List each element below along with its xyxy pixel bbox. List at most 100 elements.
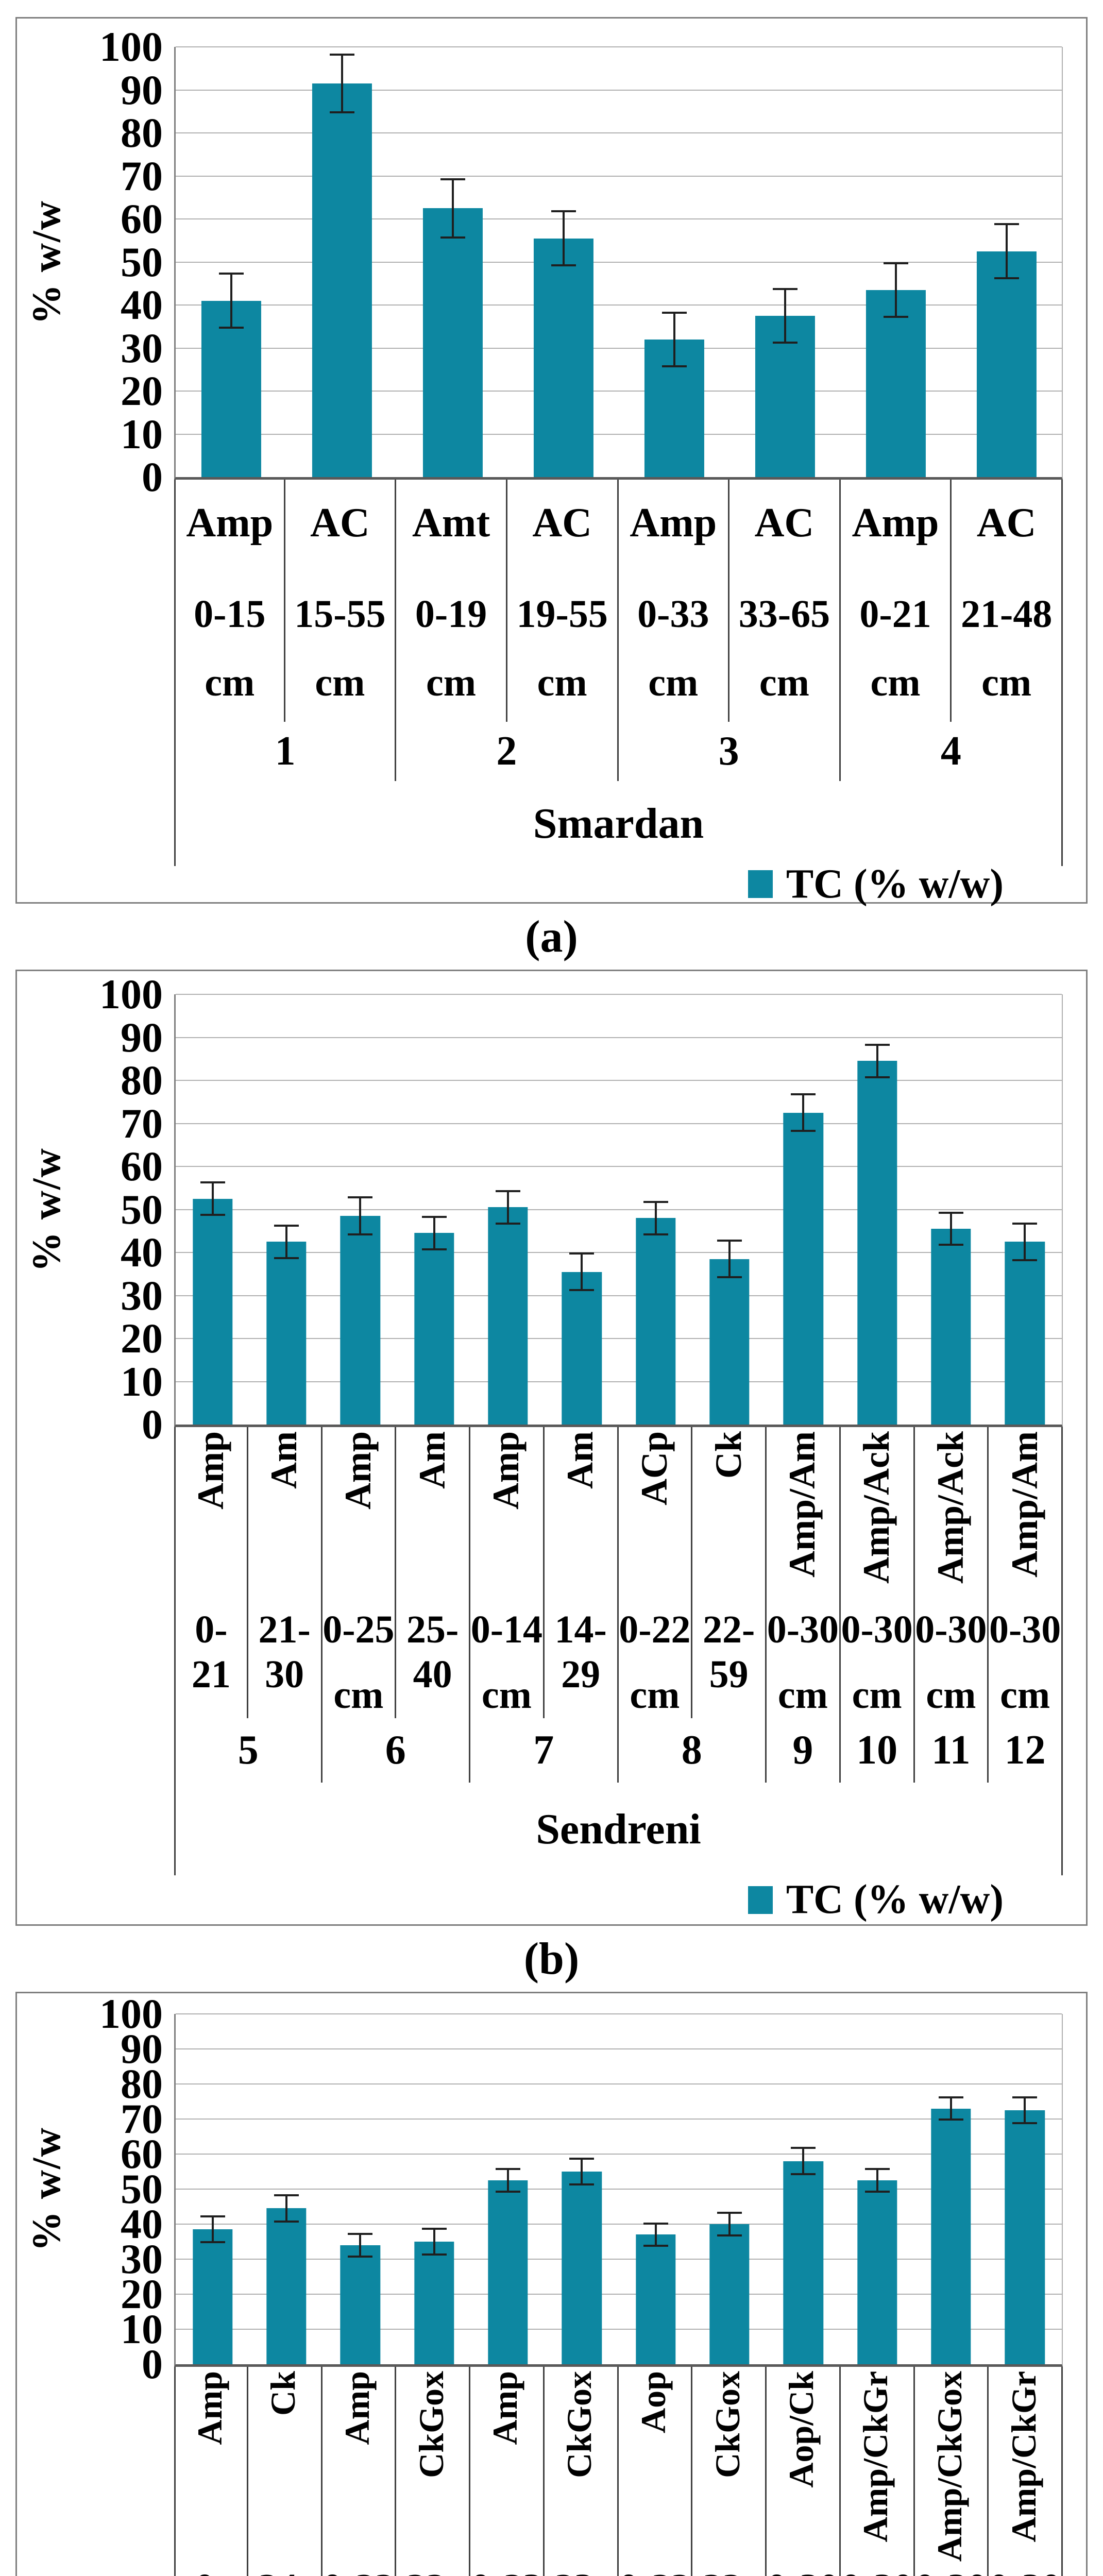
horizon-label: Am xyxy=(411,1431,453,1489)
depth-label: 0-30 xyxy=(767,1608,839,1651)
bar-slot xyxy=(988,2014,1062,2364)
depth-label: 22-50 xyxy=(396,2566,469,2576)
bar-Amt-0-19 xyxy=(422,208,483,477)
category-cell: CkGox22-50cm xyxy=(396,2367,470,2576)
horizon-label-area: Amp xyxy=(470,1427,543,1602)
y-tick-label: 100 xyxy=(99,1990,163,2037)
y-tick-label: 0 xyxy=(142,1401,163,1448)
group-label: 3 xyxy=(619,722,841,781)
gridline xyxy=(176,2048,1062,2049)
category-cell: Amp 0-21 cm xyxy=(841,480,952,722)
depth-label: 0-22 xyxy=(619,2566,691,2576)
y-axis: % w/w 100 90 80 70 60 50 40 30 20 10 0 xyxy=(17,26,174,498)
gridline xyxy=(176,2329,1062,2330)
error-bar xyxy=(200,1181,225,1216)
depth-label: 22-50 xyxy=(692,2566,765,2576)
category-row: Amp0-24cmCk24-51cmAmp0-22cmCkGox22-50cmA… xyxy=(174,2367,1063,2576)
bar-slot xyxy=(692,994,766,1425)
bar-slot xyxy=(176,2014,249,2364)
horizon-label-area: Ck xyxy=(248,2367,321,2561)
category-cell: Amp/Am 0-30 cm xyxy=(989,1427,1063,1718)
y-tick-label: 70 xyxy=(121,152,163,199)
plot-area xyxy=(174,46,1063,480)
depth-label: 0-25 xyxy=(323,1608,395,1651)
horizon-label: Amp xyxy=(852,500,939,546)
bar-AC-15-55 xyxy=(312,83,372,477)
bar-Amp/Am-0-30 xyxy=(1005,1242,1045,1425)
error-bar xyxy=(643,1200,668,1235)
gridline xyxy=(176,1252,1062,1253)
horizon-label-area: Amp xyxy=(176,1427,247,1602)
error-bar xyxy=(440,178,465,239)
horizon-label-area: Amp/Am xyxy=(767,1427,839,1602)
legend-label: TC (% w/w) xyxy=(786,861,1004,907)
bar-slot xyxy=(988,994,1062,1425)
error-bar xyxy=(218,273,244,329)
unit-label: cm xyxy=(852,1673,902,1717)
y-tick-label: 60 xyxy=(121,195,163,242)
horizon-label-area: Am xyxy=(545,1427,617,1602)
bar-Amp-0-23 xyxy=(488,2180,528,2364)
horizon-label-area: Ck xyxy=(692,1427,765,1602)
category-cell: ACp 0-22 cm xyxy=(619,1427,693,1718)
y-tick-label: 50 xyxy=(121,1185,163,1233)
bar-slot xyxy=(692,2014,766,2364)
depth-label: 0-23 xyxy=(470,2566,543,2576)
category-cell: Amp 0-25 cm xyxy=(323,1427,397,1718)
horizon-label: Amp/Ack xyxy=(856,1431,897,1584)
error-bar xyxy=(661,311,687,368)
y-tick-label: 50 xyxy=(121,238,163,285)
gridline xyxy=(176,218,1062,219)
y-axis: % w/w 100 90 80 70 60 50 40 30 20 10 0 xyxy=(17,973,174,1446)
bar-Amp/Am-0-30 xyxy=(783,1112,823,1425)
gridline xyxy=(176,2189,1062,2190)
depth-label: 0-30 xyxy=(841,2566,913,2576)
horizon-label-area: Amp xyxy=(323,1427,395,1602)
error-bar xyxy=(791,2147,816,2175)
bar-slot xyxy=(286,47,397,477)
group-label: 8 xyxy=(619,1718,767,1783)
horizon-label-area: Am xyxy=(248,1427,321,1602)
bar-Amp-0-15 xyxy=(201,300,261,477)
y-tick-label: 30 xyxy=(121,2235,163,2282)
depth-label: 0-30 xyxy=(989,1608,1061,1651)
depth-label: 0-30 xyxy=(989,2566,1061,2576)
unit-label: cm xyxy=(537,661,587,705)
gridline xyxy=(176,304,1062,306)
category-cell: CkGox23-50cm xyxy=(545,2367,619,2576)
horizon-label: CkGox xyxy=(707,2371,747,2478)
unit-label: cm xyxy=(870,661,921,705)
category-axis: Amp0-24cmCk24-51cmAmp0-22cmCkGox22-50cmA… xyxy=(174,2367,1063,2576)
depth-label: 0-30 xyxy=(767,2566,839,2576)
y-tick-label: 100 xyxy=(99,971,163,1018)
legend: TC (% w/w) xyxy=(174,861,1063,907)
y-tick-label: 20 xyxy=(121,2270,163,2317)
y-axis: % w/w 100 90 80 70 60 50 40 30 20 10 0 xyxy=(17,1993,174,2385)
bar-Ck-24-51 xyxy=(266,2208,307,2364)
y-tick-label: 50 xyxy=(121,2165,163,2212)
unit-label: cm xyxy=(426,661,477,705)
group-label: 5 xyxy=(174,1718,323,1783)
horizon-label-area: Am xyxy=(396,1427,469,1602)
horizon-label: Amp xyxy=(337,2371,377,2445)
unit-label: cm xyxy=(205,661,255,705)
bar-slot xyxy=(545,994,619,1425)
bar-slot xyxy=(951,47,1062,477)
group-label: 2 xyxy=(396,722,619,781)
y-tick-label: 10 xyxy=(121,2306,163,2352)
gridline xyxy=(176,347,1062,349)
error-bar xyxy=(569,1252,595,1292)
category-axis: Amp 0-15 cm AC 15-55 cm Amt 0-19 cm AC 19-55 cm Amp 0… xyxy=(174,480,1063,907)
error-bar xyxy=(421,2227,447,2256)
bar-slot xyxy=(176,47,286,477)
category-cell: Amp/Am 0-30 cm xyxy=(767,1427,841,1718)
error-bar xyxy=(200,2215,225,2244)
gridline xyxy=(176,433,1062,435)
gridline xyxy=(176,1381,1062,1382)
unit-label: cm xyxy=(759,661,809,705)
